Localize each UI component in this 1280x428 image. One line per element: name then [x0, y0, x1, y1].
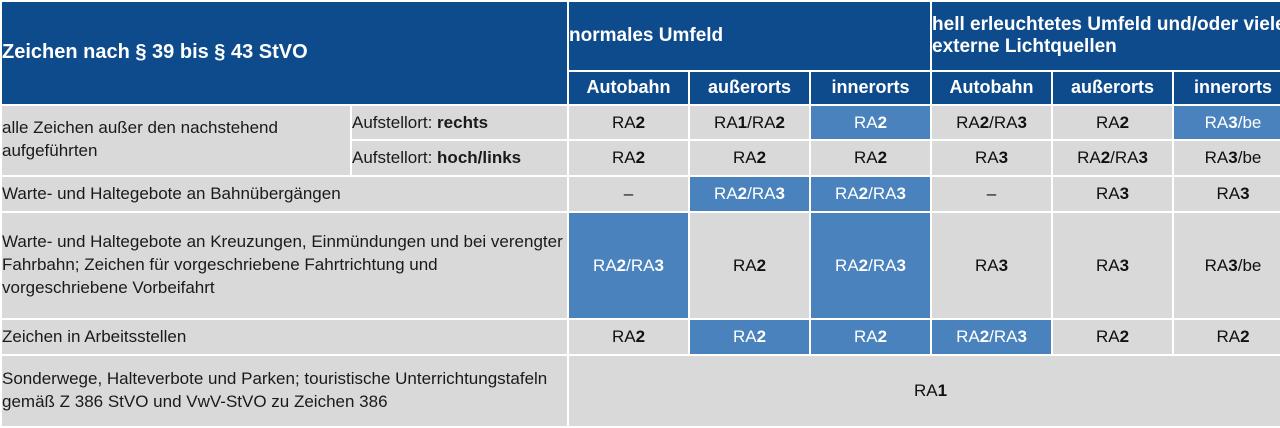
column-header-autobahn-bright: Autobahn: [932, 71, 1052, 105]
table-row: Warte- und Haltegebote an Bahnübergängen…: [2, 176, 1280, 212]
cell-value-spanning: RA1: [569, 356, 1280, 426]
cell-value: –: [932, 176, 1052, 212]
cell-value: RA2: [811, 141, 931, 175]
row-label-railway-crossings: Warte- und Haltegebote an Bahnübergängen: [2, 176, 567, 212]
column-header-innerorts-bright: innerorts: [1174, 71, 1280, 105]
cell-value: RA1/RA2: [690, 106, 809, 140]
column-header-ausserorts-normal: außerorts: [690, 71, 809, 105]
header-row-columns: Autobahn außerorts innerorts Autobahn au…: [2, 71, 1280, 105]
cell-value: RA2: [690, 319, 809, 355]
row-label-all-signs: alle Zeichen außer den nachstehend aufge…: [2, 106, 350, 175]
cell-value: RA2: [811, 106, 931, 140]
cell-value: –: [569, 176, 688, 212]
row-label-intersections: Warte- und Haltegebote an Kreuzungen, Ei…: [2, 213, 567, 318]
row-label-work-zones: Zeichen in Arbeitsstellen: [2, 319, 567, 355]
sub-row-label-value: hoch/links: [437, 147, 522, 167]
row-label-special-routes: Sonderwege, Halteverbote und Parken; tou…: [2, 356, 567, 426]
cell-value: RA2/RA3: [690, 176, 809, 212]
cell-value: RA2/RA3: [569, 213, 688, 318]
cell-value: RA2: [811, 319, 931, 355]
header-row-groups: Zeichen nach § 39 bis § 43 StVO normales…: [2, 2, 1280, 105]
cell-value: RA3/be: [1174, 213, 1280, 318]
sub-row-label-value: rechts: [437, 112, 489, 132]
sub-row-label-hoch-links: Aufstellort: hoch/links: [352, 141, 567, 175]
cell-value: RA2: [1053, 106, 1173, 140]
cell-value: RA3/be: [1174, 106, 1280, 140]
cell-value: RA3: [932, 213, 1052, 318]
column-header-ausserorts-bright: außerorts: [1053, 71, 1173, 105]
sub-row-label-rechts: Aufstellort: rechts: [352, 106, 567, 140]
cell-value: RA2/RA3: [1053, 141, 1173, 175]
cell-value: RA2: [569, 141, 688, 175]
column-header-autobahn-normal: Autobahn: [569, 71, 688, 105]
cell-value: RA3: [1053, 213, 1173, 318]
cell-value: RA2: [1174, 319, 1280, 355]
cell-value: RA3: [932, 141, 1052, 175]
table-row: Aufstellort: hoch/links RA2 RA2 RA2 RA3 …: [2, 141, 1280, 175]
cell-value: RA2/RA3: [932, 319, 1052, 355]
cell-value: RA2/RA3: [811, 176, 931, 212]
table-title: Zeichen nach § 39 bis § 43 StVO: [2, 2, 567, 105]
table-row: alle Zeichen außer den nachstehend aufge…: [2, 106, 1280, 175]
sub-row-label-prefix: Aufstellort:: [352, 112, 438, 132]
cell-value: RA3: [1174, 176, 1280, 212]
cell-value: RA2: [690, 213, 809, 318]
column-group-bright-environment: hell erleuchtetes Umfeld und/oder viele …: [932, 2, 1280, 70]
cell-value: RA3: [1053, 176, 1173, 212]
table-row: Warte- und Haltegebote an Kreuzungen, Ei…: [2, 213, 1280, 318]
sub-row-label-prefix: Aufstellort:: [352, 147, 438, 167]
cell-value: RA2/RA3: [932, 106, 1052, 140]
cell-value: RA2: [1053, 319, 1173, 355]
column-header-innerorts-normal: innerorts: [811, 71, 931, 105]
cell-value: RA2: [690, 141, 809, 175]
cell-value: RA2: [569, 319, 688, 355]
cell-value: RA2: [569, 106, 688, 140]
cell-value: RA3/be: [1174, 141, 1280, 175]
table-row: Zeichen in Arbeitsstellen RA2 RA2 RA2 RA…: [2, 319, 1280, 355]
column-group-normal-environment: normales Umfeld: [569, 2, 931, 70]
cell-value: RA2/RA3: [811, 213, 931, 318]
table-row: Sonderwege, Halteverbote und Parken; tou…: [2, 356, 1280, 426]
